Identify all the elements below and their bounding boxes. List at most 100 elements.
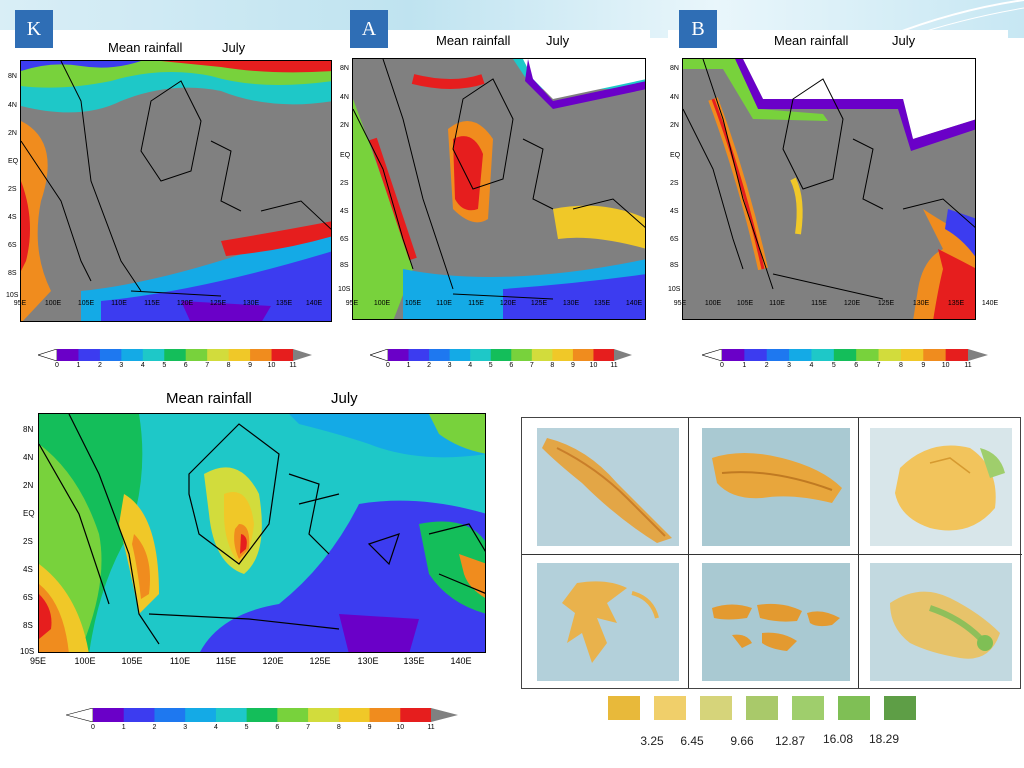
- panel-b-xtick: 130E: [912, 300, 930, 307]
- colorbar-segment: [369, 708, 401, 722]
- colorbar-tick-label: 8: [336, 724, 341, 731]
- papua-map-image: [870, 563, 1012, 681]
- legend-value: 9.66: [730, 734, 754, 748]
- colorbar-tick-label: 4: [213, 724, 218, 731]
- panel-main-xtick: 140E: [450, 656, 472, 666]
- panel-k-map: [20, 60, 332, 322]
- colorbar-tick-label: 2: [152, 724, 157, 731]
- panel-a-xtick: 105E: [404, 300, 422, 307]
- colorbar-segment: [215, 708, 248, 722]
- colorbar-segment: [93, 708, 125, 722]
- map-cell-sumatra: [537, 428, 679, 546]
- panel-k-xtick: 95E: [13, 300, 27, 307]
- panel-b-xtick: 135E: [947, 300, 965, 307]
- panel-k-ytick: 4N: [8, 102, 17, 109]
- colorbar-tick-label: 3: [787, 362, 792, 369]
- panel-main-xtick: 135E: [403, 656, 425, 666]
- colorbar-tick-label: 2: [764, 362, 769, 369]
- sumatra-map-image: [537, 428, 679, 546]
- colorbar-segment: [449, 349, 471, 361]
- legend-swatch: [838, 696, 870, 720]
- colorbar-tick-label: 8: [550, 362, 555, 369]
- panel-a-ytick: 2S: [340, 180, 349, 187]
- colorbar-segment: [900, 349, 924, 361]
- panel-main-ytick: 6S: [23, 593, 33, 602]
- colorbar-right-arrow: [614, 349, 632, 361]
- colorbar-tick-label: 9: [248, 362, 253, 369]
- panel-main-xtick: 125E: [309, 656, 331, 666]
- colorbar-segment: [923, 349, 947, 361]
- panel-a-xtick: 125E: [530, 300, 548, 307]
- colorbar-tick-label: 3: [183, 724, 188, 731]
- panel-k-badge: K: [15, 10, 53, 48]
- colorbar-tick-label: 11: [427, 724, 435, 731]
- panel-b-ytick: 8S: [670, 262, 679, 269]
- panel-k-rainfall-map: [21, 61, 331, 321]
- panel-main-xtick: 115E: [215, 656, 237, 666]
- panel-main-xtick: 100E: [74, 656, 96, 666]
- panel-a-ytick: 4N: [340, 94, 349, 101]
- colorbar-segment: [207, 349, 230, 361]
- colorbar-tick-label: 6: [854, 362, 859, 369]
- colorbar-tick-label: 8: [226, 362, 231, 369]
- colorbar-segment: [490, 349, 512, 361]
- panel-a-ytick: 8S: [340, 262, 349, 269]
- colorbar-segment: [429, 349, 451, 361]
- colorbar-segment: [744, 349, 768, 361]
- sulawesi-map-image: [537, 563, 679, 681]
- panel-a-ytick: 8N: [340, 65, 349, 72]
- colorbar-tick-label: 1: [742, 362, 747, 369]
- legend-swatch: [608, 696, 640, 720]
- panel-main: Mean rainfall July: [18, 380, 494, 670]
- panel-a-ytick: 10S: [338, 286, 351, 293]
- panel-a-title-left: Mean rainfall: [436, 33, 511, 48]
- colorbar-segment: [856, 349, 880, 361]
- colorbar-tick-label: 5: [244, 724, 249, 731]
- panel-main-title-left: Mean rainfall: [166, 390, 252, 407]
- colorbar-tick-label: 6: [275, 724, 280, 731]
- panel-k-xtick: 125E: [209, 300, 227, 307]
- panel-a-rainfall-map: [353, 59, 645, 319]
- panel-main-xtick: 95E: [29, 656, 47, 666]
- colorbar-tick-label: 4: [468, 362, 473, 369]
- colorbar-a-bar: [369, 348, 632, 362]
- colorbar-left-arrow: [37, 348, 58, 362]
- colorbar-segment: [164, 349, 187, 361]
- panel-main-xtick: 120E: [262, 656, 284, 666]
- colorbar-a: 0 1 2 3 4 5 6 7 8 9 10 11: [369, 348, 632, 372]
- panel-b-ytick: 4S: [670, 208, 679, 215]
- panel-b-badge: B: [679, 10, 717, 48]
- colorbar-tick-label: 5: [831, 362, 836, 369]
- panel-b-title-left: Mean rainfall: [774, 33, 849, 48]
- panel-main-ytick: 2N: [23, 481, 34, 490]
- map-cell-papua: [870, 563, 1012, 681]
- panel-a-xtick: 135E: [593, 300, 611, 307]
- panel-a-badge: A: [350, 10, 388, 48]
- colorbar-segment: [789, 349, 812, 361]
- colorbar-tick-label: 7: [876, 362, 881, 369]
- colorbar-segment: [766, 349, 790, 361]
- panel-k-ytick: 8S: [8, 270, 17, 277]
- colorbar-b: 0 1 2 3 4 5 6 7 8 9 10 11: [700, 348, 988, 372]
- swatch-legend: 3.25 6.45 9.66 12.87 16.08 18.29: [600, 696, 940, 756]
- panel-main-ytick: 2S: [23, 537, 33, 546]
- panel-k-xtick: 120E: [176, 300, 194, 307]
- panel-b-ytick: 8N: [670, 65, 679, 72]
- panel-b-ytick: EQ: [670, 152, 681, 159]
- colorbar-segment: [552, 349, 574, 361]
- colorbar-tick-label: 7: [306, 724, 311, 731]
- panel-main-map: [38, 413, 486, 653]
- panel-b-ytick: 2N: [670, 122, 679, 129]
- panel-main-ytick: 10S: [20, 647, 35, 656]
- colorbar-tick-label: 0: [55, 362, 59, 369]
- panel-a-ytick: 6S: [340, 236, 349, 243]
- panel-k-title-right: July: [222, 40, 246, 55]
- colorbar-segment: [878, 349, 902, 361]
- colorbar-right-arrow: [293, 349, 312, 361]
- colorbar-segment: [228, 349, 251, 361]
- panel-k-ytick: 2S: [8, 186, 17, 193]
- colorbar-segment: [722, 349, 745, 361]
- panel-k-ytick: 6S: [8, 242, 17, 249]
- colorbar-segment: [185, 349, 208, 361]
- panel-main-rainfall-map: [39, 414, 485, 652]
